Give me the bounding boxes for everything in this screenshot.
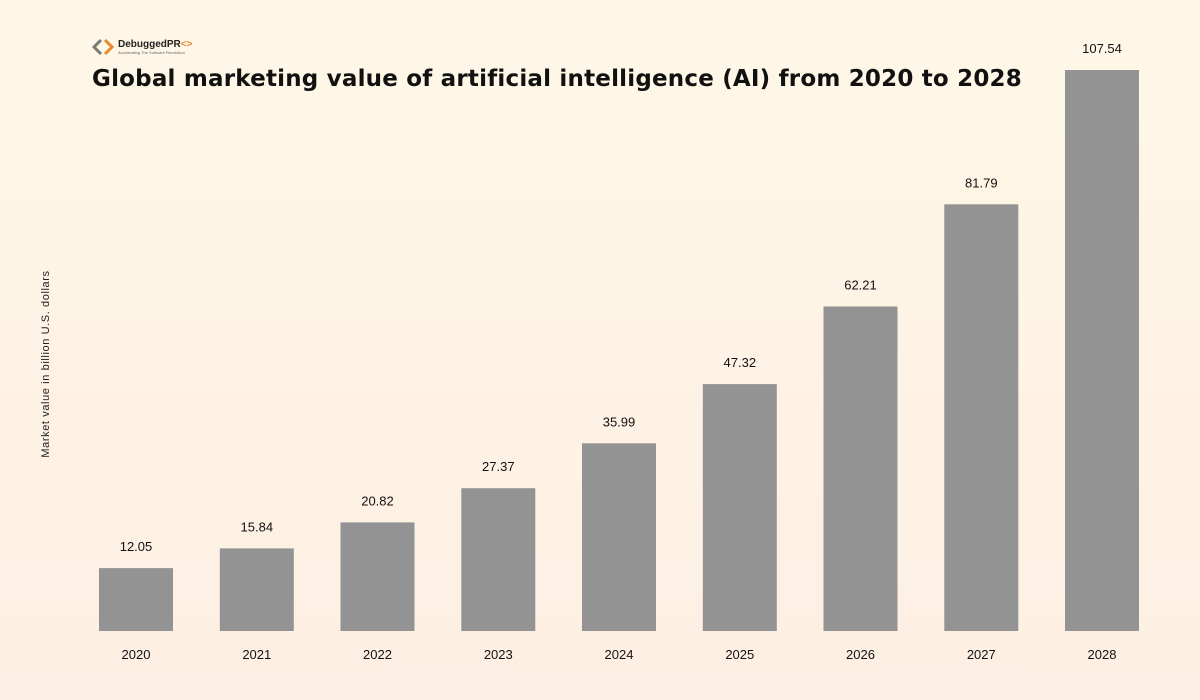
x-tick-label-2028: 2028 [1088,647,1117,662]
data-label-2025: 47.32 [724,355,757,370]
data-label-2028: 107.54 [1082,41,1122,56]
data-label-2027: 81.79 [965,175,998,190]
x-tick-label-2026: 2026 [846,647,875,662]
data-label-2026: 62.21 [844,278,877,293]
x-tick-label-2020: 2020 [122,647,151,662]
data-label-2022: 20.82 [361,493,394,508]
data-label-2021: 15.84 [241,519,274,534]
logo-chevron-icon [92,38,114,56]
x-tick-label-2024: 2024 [605,647,634,662]
logo-name-text: DebuggedPR [118,38,181,50]
x-tick-label-2023: 2023 [484,647,513,662]
chart-title: Global marketing value of artificial int… [92,66,1022,92]
data-label-2023: 27.37 [482,459,515,474]
logo-tagline: Accelerating The Software Revolution [118,49,185,55]
logo-text: DebuggedPR<> Accelerating The Software R… [118,38,193,55]
x-tick-label-2021: 2021 [242,647,271,662]
bar-2022 [340,522,415,631]
x-tick-label-2027: 2027 [967,647,996,662]
x-tick-label-2022: 2022 [363,647,392,662]
data-label-2020: 12.05 [120,539,153,554]
bar-2020 [99,568,173,631]
logo-name: DebuggedPR<> [118,38,193,50]
bar-2023 [461,488,536,631]
logo-symbol: <> [180,38,193,50]
data-label-2024: 35.99 [603,414,636,429]
x-tick-label-2025: 2025 [725,647,754,662]
bar-2028 [1065,70,1139,631]
bar-2024 [582,443,656,631]
bar-2025 [702,384,777,631]
bar-2021 [219,548,294,631]
logo: DebuggedPR<> Accelerating The Software R… [92,38,192,56]
bar-2026 [823,306,898,631]
bar-2027 [944,204,1019,632]
